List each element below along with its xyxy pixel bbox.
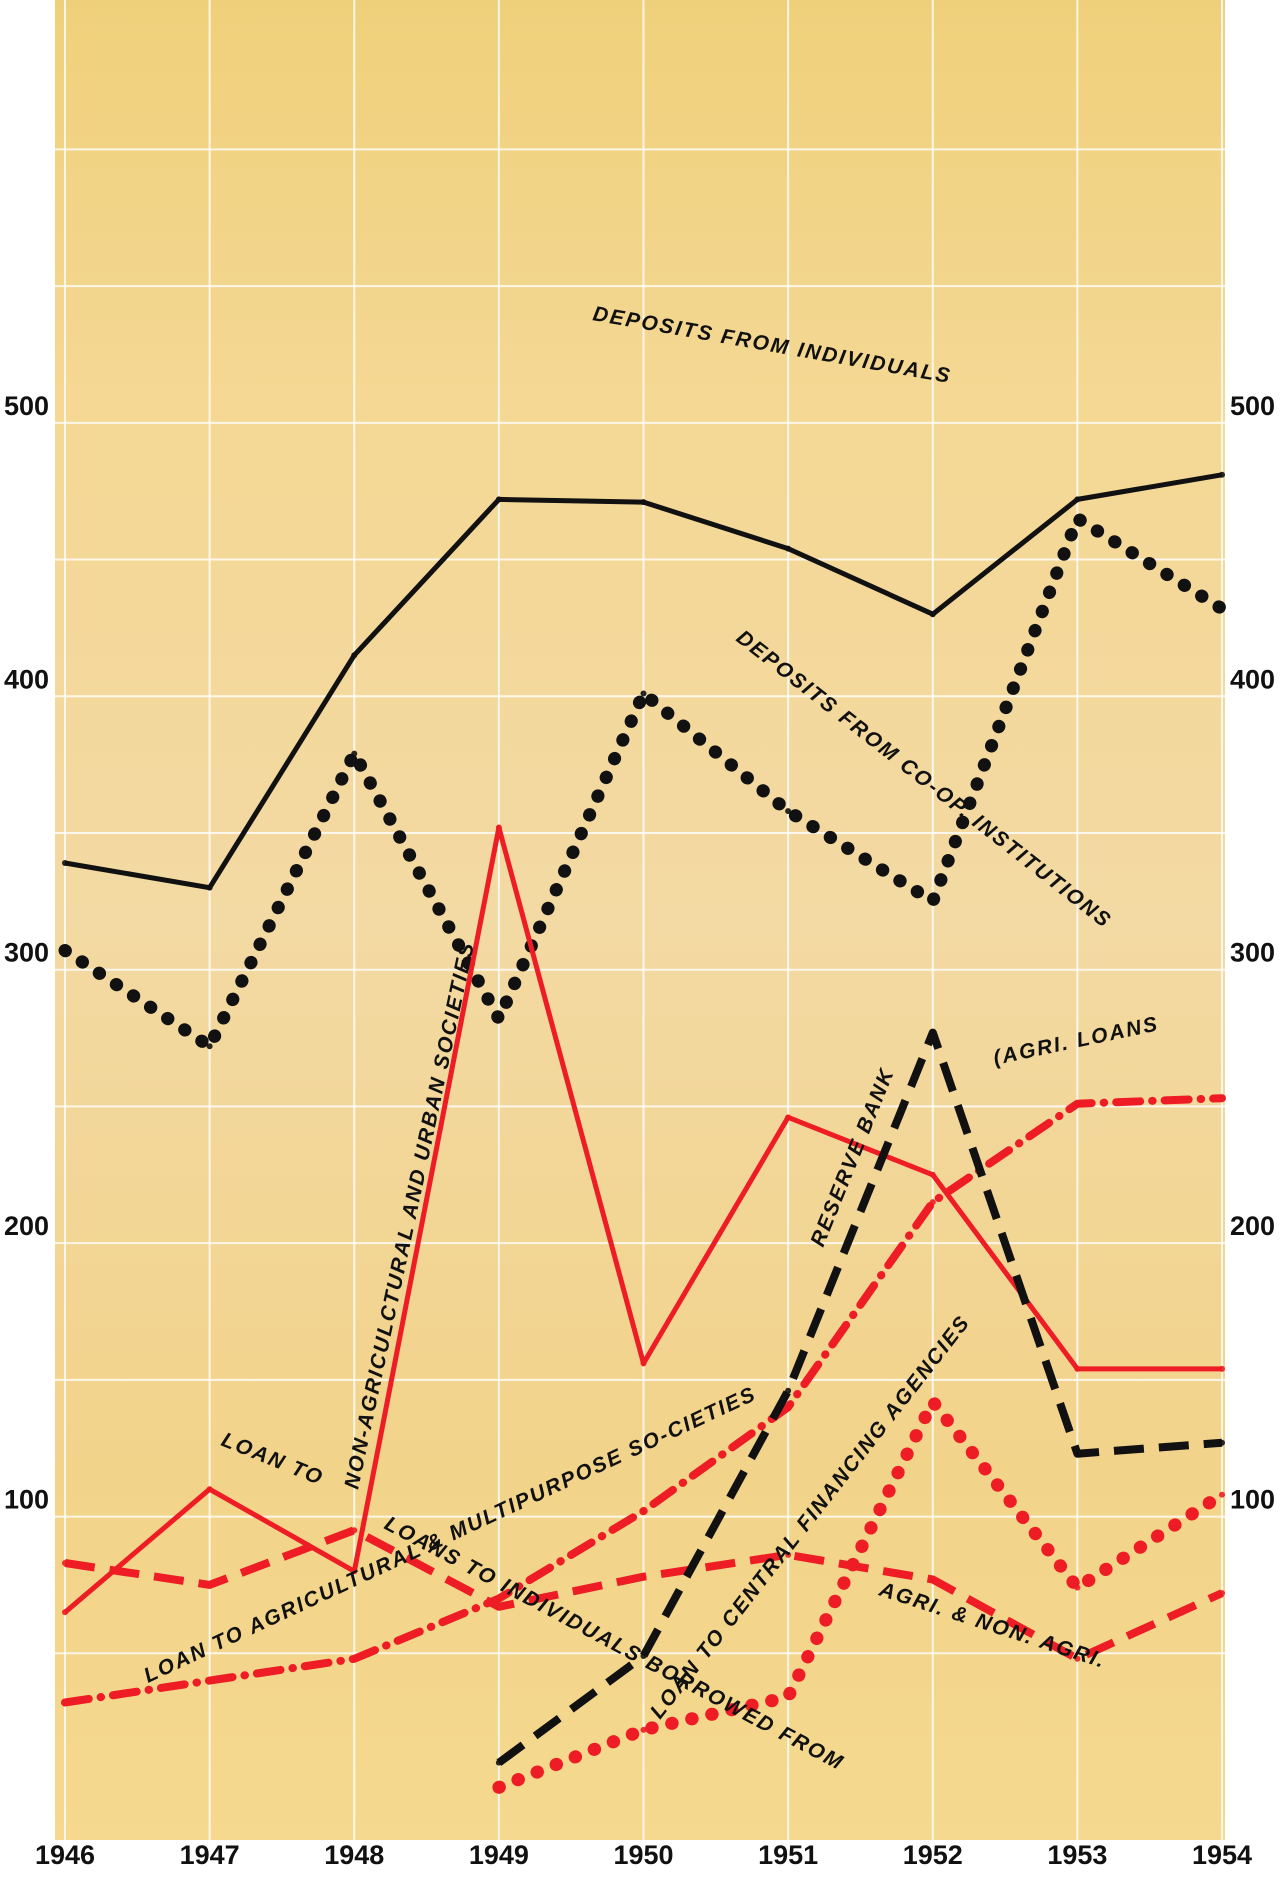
data-point bbox=[62, 860, 68, 867]
data-point bbox=[785, 1114, 792, 1121]
x-tick-label: 1953 bbox=[1047, 1840, 1107, 1870]
data-point bbox=[640, 1653, 647, 1660]
y-tick-label-right: 300 bbox=[1230, 938, 1275, 968]
data-point bbox=[785, 545, 792, 552]
data-point bbox=[62, 1609, 68, 1616]
data-point bbox=[640, 499, 647, 506]
x-tick-label: 1951 bbox=[758, 1840, 818, 1870]
data-point bbox=[1074, 1450, 1081, 1457]
data-point bbox=[351, 1527, 358, 1534]
data-point bbox=[1074, 1584, 1081, 1591]
data-point bbox=[495, 496, 502, 503]
plot-background bbox=[55, 0, 1225, 1840]
x-tick-label: 1948 bbox=[324, 1840, 384, 1870]
data-point bbox=[785, 1551, 792, 1558]
data-point bbox=[1074, 1365, 1081, 1372]
x-tick-label: 1952 bbox=[903, 1840, 963, 1870]
data-point bbox=[640, 1726, 647, 1733]
data-point bbox=[1219, 605, 1225, 612]
data-point bbox=[351, 1568, 358, 1575]
data-point bbox=[640, 690, 647, 697]
data-point bbox=[1219, 1590, 1225, 1597]
data-point bbox=[929, 1171, 936, 1178]
data-point bbox=[206, 1677, 213, 1684]
data-point bbox=[206, 884, 213, 891]
grid bbox=[55, 0, 1225, 1840]
y-tick-label-right: 100 bbox=[1230, 1485, 1275, 1515]
data-point bbox=[1074, 496, 1081, 503]
data-point bbox=[1219, 1439, 1225, 1446]
data-point bbox=[206, 1581, 213, 1588]
y-tick-label-left: 400 bbox=[4, 664, 49, 694]
data-point bbox=[785, 1404, 792, 1411]
data-point bbox=[785, 808, 792, 815]
series-line-6 bbox=[496, 1028, 1223, 1766]
data-point bbox=[495, 1603, 502, 1610]
data-point bbox=[640, 1508, 647, 1515]
x-tick-label: 1954 bbox=[1192, 1840, 1252, 1870]
data-point bbox=[62, 1699, 68, 1706]
y-tick-label-right: 500 bbox=[1230, 391, 1275, 421]
x-tick-label: 1947 bbox=[180, 1840, 240, 1870]
data-point bbox=[929, 1029, 936, 1036]
data-point bbox=[495, 1784, 502, 1791]
data-point bbox=[1219, 1095, 1225, 1102]
data-point bbox=[495, 1015, 502, 1022]
y-tick-label-right: 400 bbox=[1230, 664, 1275, 694]
data-point bbox=[929, 1576, 936, 1583]
y-tick-label-right: 200 bbox=[1230, 1211, 1275, 1241]
data-point bbox=[495, 1759, 502, 1766]
x-tick-label: 1950 bbox=[613, 1840, 673, 1870]
y-tick-label-left: 500 bbox=[4, 391, 49, 421]
data-point bbox=[1074, 515, 1081, 522]
y-tick-label-left: 100 bbox=[4, 1485, 49, 1515]
data-point bbox=[1219, 1365, 1225, 1372]
data-point bbox=[495, 824, 502, 831]
data-point bbox=[495, 1595, 502, 1602]
tick-layer: 1946 1947 1948 1949 1950 1951 1952 1953 1954 100 1… bbox=[4, 391, 1275, 1870]
data-point bbox=[929, 1398, 936, 1405]
data-point bbox=[351, 1655, 358, 1662]
series-line-2 bbox=[58, 512, 1229, 1053]
data-point bbox=[1219, 471, 1225, 478]
data-point bbox=[351, 652, 358, 659]
data-point bbox=[640, 1360, 647, 1367]
x-tick-label: 1946 bbox=[35, 1840, 95, 1870]
x-tick-label: 1949 bbox=[469, 1840, 529, 1870]
data-point bbox=[1074, 1100, 1081, 1107]
series-layer bbox=[58, 471, 1229, 1794]
data-point bbox=[62, 947, 68, 954]
data-point bbox=[785, 1387, 792, 1394]
data-point bbox=[62, 1560, 68, 1567]
data-point bbox=[206, 1043, 213, 1050]
series-line-7 bbox=[492, 1395, 1229, 1794]
data-point bbox=[929, 898, 936, 905]
data-point bbox=[1074, 1655, 1081, 1662]
data-point bbox=[640, 1573, 647, 1580]
y-tick-label-left: 300 bbox=[4, 938, 49, 968]
data-point bbox=[929, 1199, 936, 1206]
data-point bbox=[785, 1694, 792, 1701]
data-point bbox=[1219, 1491, 1225, 1498]
data-point bbox=[206, 1486, 213, 1493]
data-point bbox=[351, 750, 358, 757]
data-point bbox=[929, 611, 936, 618]
y-tick-label-left: 200 bbox=[4, 1211, 49, 1241]
